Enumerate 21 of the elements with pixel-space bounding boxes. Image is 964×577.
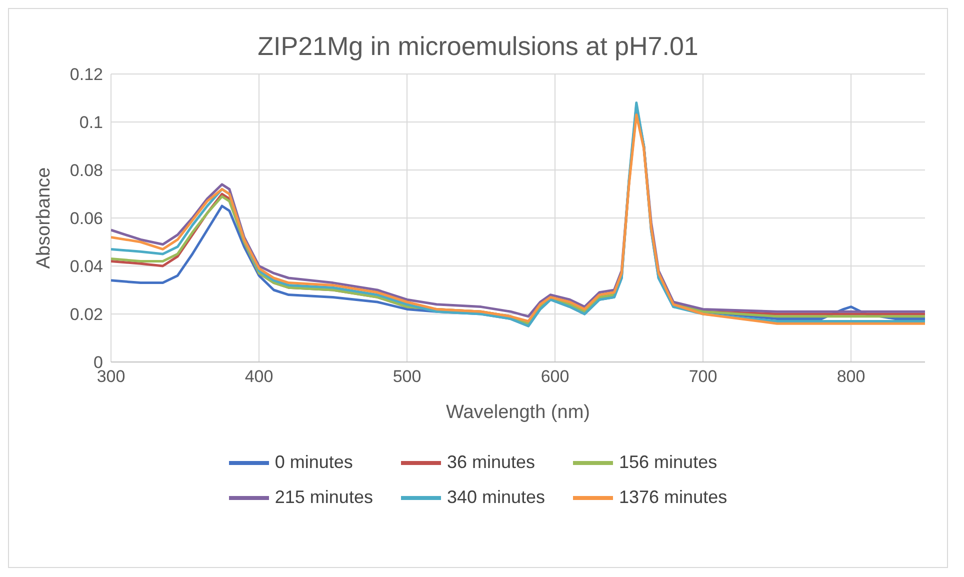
legend-label: 340 minutes	[446, 487, 546, 508]
y-tick-label: 0.1	[79, 113, 103, 132]
legend-label: 36 minutes	[446, 452, 536, 473]
legend-label: 1376 minutes	[619, 487, 728, 508]
x-tick-label: 300	[96, 367, 126, 386]
legend-label: 0 minutes	[274, 452, 353, 473]
legend-label: 215 minutes	[274, 487, 373, 508]
x-tick-label: 400	[244, 367, 274, 386]
y-tick-label: 0.08	[70, 161, 103, 180]
x-tick-label: 800	[836, 367, 866, 386]
y-tick-label: 0.06	[70, 209, 103, 228]
chart-title: ZIP21Mg in microemulsions at pH7.01	[256, 31, 700, 62]
y-tick-label: 0.02	[70, 305, 103, 324]
y-axis-title: Absorbance	[34, 167, 55, 269]
x-tick-label: 500	[392, 367, 422, 386]
y-tick-label: 0.12	[70, 65, 103, 84]
y-tick-label: 0.04	[70, 257, 103, 276]
x-tick-label: 600	[540, 367, 570, 386]
legend-label: 156 minutes	[619, 452, 718, 473]
x-axis-title: Wavelength (nm)	[446, 402, 590, 423]
x-tick-label: 700	[688, 367, 718, 386]
